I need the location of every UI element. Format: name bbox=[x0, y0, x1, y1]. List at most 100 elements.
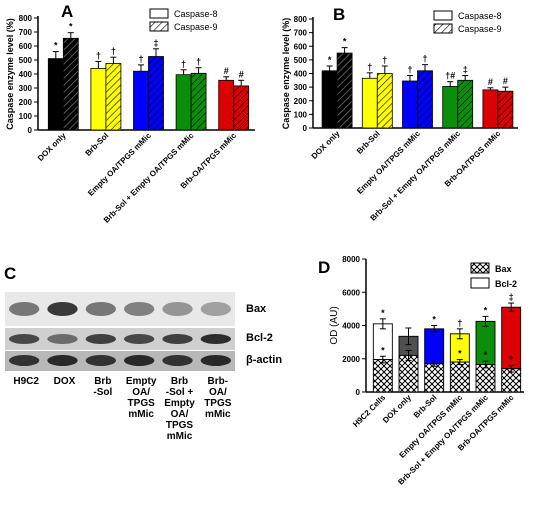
legend-label: Caspase-9 bbox=[458, 24, 502, 34]
blot-band bbox=[47, 302, 78, 316]
legend-swatch bbox=[149, 21, 169, 32]
x-tick-label: DOX only bbox=[310, 129, 342, 161]
blot-band-row-bcl2 bbox=[5, 328, 235, 350]
bar-caspase-8 bbox=[482, 89, 499, 129]
significance-marker: * bbox=[69, 22, 73, 32]
significance-marker: # bbox=[239, 69, 244, 79]
legend-swatch bbox=[433, 10, 453, 21]
blot-band bbox=[8, 302, 40, 316]
blot-lane-label: Brb- bbox=[208, 376, 229, 387]
y-axis-label: Caspase enzyme level (%) bbox=[281, 18, 291, 130]
y-tick-label: 0 bbox=[28, 126, 33, 135]
bar-caspase-9 bbox=[376, 73, 393, 129]
blot-band bbox=[124, 302, 155, 316]
x-tick-label: Brb-Sol + Empty OA/TPGS mMic bbox=[102, 131, 196, 225]
x-tick-label: Brb-Sol bbox=[84, 131, 111, 158]
significance-marker: # bbox=[224, 66, 229, 76]
blot-lane-label: OA/ bbox=[209, 387, 227, 398]
y-tick-label: 800 bbox=[294, 15, 308, 24]
y-tick-label: 4000 bbox=[342, 322, 360, 331]
significance-marker: * bbox=[484, 350, 488, 360]
panel-label-b: B bbox=[333, 5, 345, 24]
y-tick-label: 700 bbox=[294, 29, 308, 38]
y-tick-label: 2000 bbox=[342, 355, 360, 364]
blot-label-bax: Bax bbox=[246, 303, 267, 315]
blot-band bbox=[85, 334, 117, 344]
blot-lane-label: mMic bbox=[167, 431, 193, 442]
significance-marker: * bbox=[458, 349, 462, 359]
bar-caspase-8 bbox=[133, 70, 149, 131]
bar-caspase-9 bbox=[336, 52, 353, 129]
significance-marker: ‡ bbox=[463, 65, 468, 75]
y-axis-label: OD (AU) bbox=[329, 306, 340, 344]
significance-marker: # bbox=[488, 77, 493, 87]
blot-band bbox=[85, 302, 117, 316]
y-axis-label: Caspase enzyme level (%) bbox=[5, 18, 15, 130]
significance-marker: * bbox=[54, 41, 58, 51]
bar-bax bbox=[424, 363, 445, 393]
bar-caspase-9 bbox=[417, 70, 433, 129]
bar-bax bbox=[372, 359, 393, 393]
bar-caspase-8 bbox=[442, 86, 459, 129]
bar-caspase-9 bbox=[105, 63, 122, 131]
bar-caspase-9 bbox=[62, 37, 79, 131]
blot-lane-label: H9C2 bbox=[13, 376, 39, 387]
y-tick-label: 100 bbox=[294, 110, 308, 119]
significance-marker: † bbox=[138, 54, 143, 64]
chart-panel-a: 0 100 200 300 400 500 600 700 800 Caspase enzyme … bbox=[5, 8, 255, 225]
blot-band bbox=[8, 334, 40, 344]
legend-label: Caspase-9 bbox=[174, 22, 218, 32]
significance-marker: ‡ bbox=[509, 292, 514, 302]
blot-band bbox=[47, 355, 78, 366]
blot-lane-label: Empty bbox=[164, 398, 195, 409]
blot-lane-label: TPGS bbox=[128, 398, 156, 409]
blot-lane-label: Brb bbox=[171, 376, 188, 387]
legend-swatch bbox=[149, 8, 169, 19]
significance-marker: # bbox=[503, 76, 508, 86]
x-tick-label: Brb-Sol bbox=[355, 129, 382, 156]
blot-band bbox=[47, 334, 78, 344]
blot-lane-label: mMic bbox=[128, 409, 154, 420]
western-blot: Bax Bcl-2 β-actin H9C2 DOX Brb-SolEmptyOA/… bbox=[5, 292, 282, 442]
y-tick-label: 600 bbox=[294, 42, 308, 51]
x-tick-label: H9C2 Cells bbox=[351, 393, 387, 429]
chart-panel-d: 0 2000 4000 6000 8000 OD (AU) * * H9C2 CellsDOX … bbox=[329, 255, 524, 487]
blot-band bbox=[162, 302, 193, 316]
blot-band bbox=[162, 334, 193, 344]
panel-label-c: C bbox=[4, 264, 16, 283]
bar-bcl-2 bbox=[424, 328, 445, 365]
legend-label: Caspase-8 bbox=[174, 9, 218, 19]
legend-swatch bbox=[433, 23, 453, 34]
bar-caspase-9 bbox=[148, 56, 164, 131]
y-tick-label: 100 bbox=[19, 112, 33, 121]
blot-lane-label: -Sol bbox=[93, 387, 112, 398]
legend-label: Bax bbox=[495, 264, 512, 274]
y-tick-label: 0 bbox=[356, 388, 361, 397]
significance-marker: † bbox=[367, 62, 372, 72]
blot-band bbox=[85, 355, 117, 366]
significance-marker: * bbox=[343, 37, 347, 47]
x-tick-label: DOX only bbox=[381, 393, 413, 425]
blot-band bbox=[8, 355, 40, 366]
significance-marker: † bbox=[422, 54, 427, 64]
panel-label-d: D bbox=[318, 258, 330, 277]
y-tick-label: 200 bbox=[294, 97, 308, 106]
blot-lane-label: TPGS bbox=[204, 398, 232, 409]
bar-caspase-8 bbox=[90, 68, 107, 131]
bar-caspase-8 bbox=[321, 70, 338, 129]
blot-lane-label: OA/ bbox=[132, 387, 150, 398]
y-tick-label: 700 bbox=[19, 28, 33, 37]
blot-band bbox=[124, 334, 155, 344]
legend-swatch bbox=[470, 262, 490, 274]
y-tick-label: 0 bbox=[303, 124, 308, 133]
bar-bax bbox=[475, 364, 496, 393]
significance-marker: * bbox=[381, 308, 385, 318]
bar-caspase-9 bbox=[497, 90, 514, 129]
blot-band bbox=[162, 355, 193, 366]
bar-caspase-8 bbox=[402, 80, 418, 129]
significance-marker: † bbox=[457, 318, 462, 328]
blot-lane-label: -Sol + bbox=[166, 387, 194, 398]
significance-marker: * bbox=[328, 55, 332, 65]
